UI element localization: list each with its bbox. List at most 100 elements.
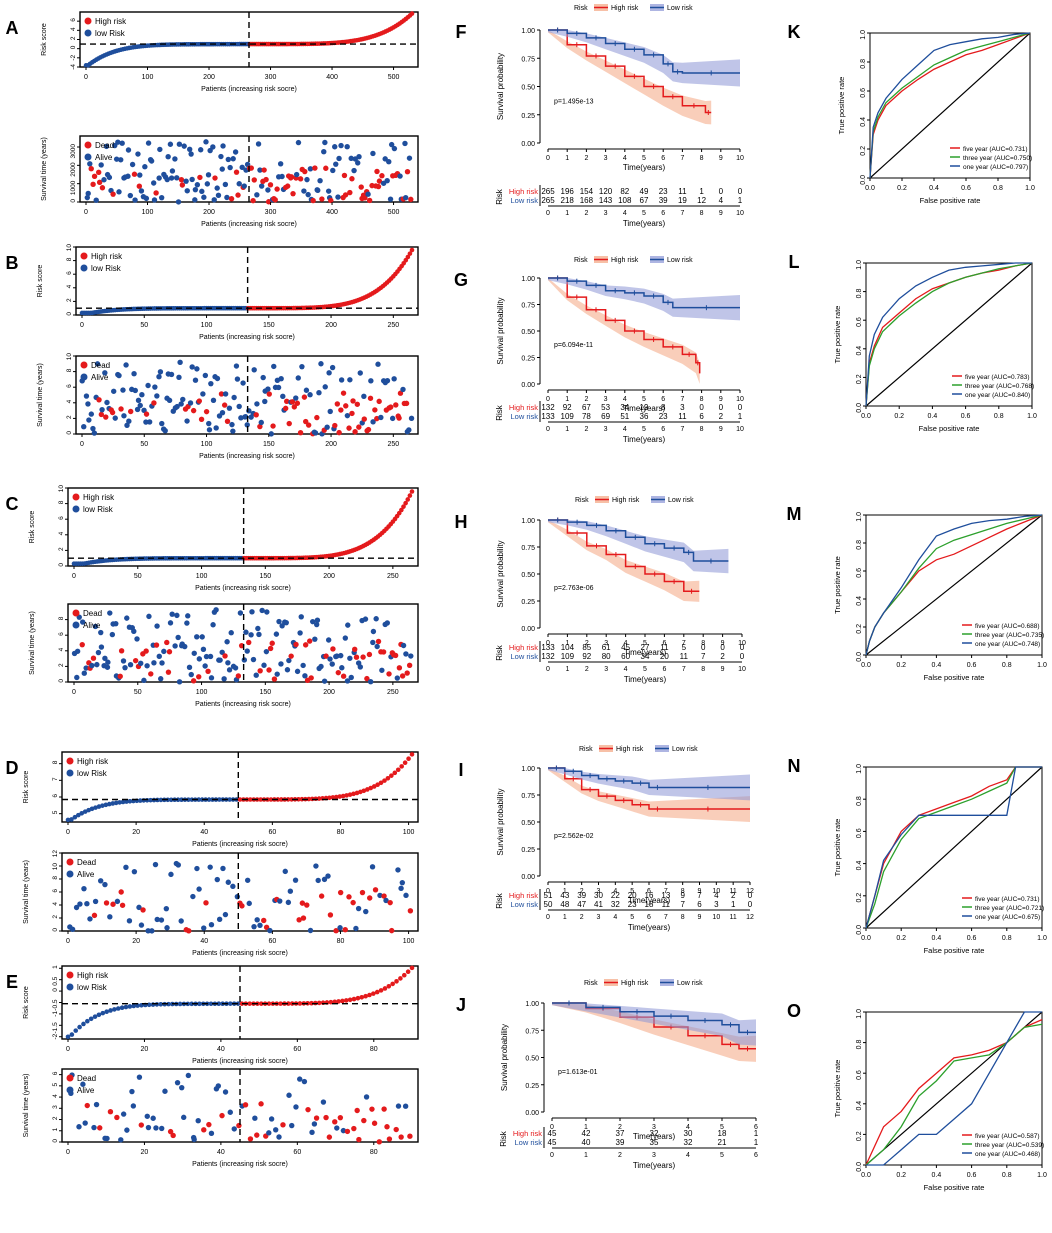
- survival-point: [301, 394, 308, 400]
- survival-point: [152, 384, 158, 390]
- y-tick-label: 5: [52, 1082, 59, 1086]
- survival-point: [73, 904, 80, 911]
- table-low-value: 7: [680, 900, 685, 909]
- survival-point: [312, 165, 318, 171]
- y-axis-label: Risk score: [37, 265, 44, 298]
- risk-point: [285, 797, 291, 802]
- x-tick-label: 1.0: [1027, 413, 1037, 420]
- survival-point: [202, 663, 208, 669]
- y-tick-label: -1: [52, 1011, 59, 1017]
- risk-point: [266, 1001, 272, 1006]
- diagonal-line: [869, 32, 1031, 179]
- y-tick-label: 2: [66, 415, 73, 419]
- table-high-value: 30: [594, 891, 603, 900]
- y-tick-label: 0: [70, 199, 77, 203]
- survival-point: [179, 182, 186, 188]
- survival-point: [332, 144, 338, 150]
- risk-point: [278, 1001, 283, 1006]
- survival-point: [229, 421, 235, 428]
- survival-point: [343, 403, 349, 409]
- survival-point: [210, 144, 216, 150]
- roc-line: [865, 262, 1032, 407]
- table-high-value: 19: [640, 403, 649, 412]
- risk-point: [131, 1003, 137, 1009]
- risk-point: [104, 1009, 109, 1015]
- x-tick-label: 6: [661, 155, 665, 162]
- survival-point: [236, 181, 242, 187]
- survival-point: [91, 1124, 97, 1131]
- survival-point: [283, 398, 290, 405]
- survival-point: [391, 145, 398, 152]
- x-tick-label: 5: [630, 888, 634, 895]
- risk-point: [239, 1001, 245, 1006]
- survival-point: [131, 868, 138, 875]
- survival-point: [326, 1134, 333, 1140]
- risk-point: [368, 785, 374, 791]
- y-tick-label: 0.2: [856, 374, 863, 384]
- table-x-tick: 9: [698, 914, 702, 921]
- survival-point: [178, 176, 185, 183]
- survival-point: [129, 1088, 135, 1095]
- y-tick-label: 4: [52, 902, 59, 906]
- risk-point: [268, 797, 274, 802]
- survival-point: [167, 1128, 174, 1135]
- survival-point: [115, 139, 121, 145]
- x-tick-label: 80: [370, 1046, 378, 1053]
- survival-point: [156, 653, 162, 660]
- survival-point: [184, 418, 190, 424]
- table-x-tick: 4: [613, 914, 617, 921]
- survival-point: [261, 917, 267, 924]
- survival-point: [291, 404, 298, 410]
- survival-point: [344, 143, 350, 150]
- survival-point: [384, 377, 391, 384]
- survival-point: [293, 1104, 299, 1110]
- x-tick-label: 6: [647, 888, 651, 895]
- table-x-tick: 2: [584, 210, 588, 217]
- x-tick-label: 0.4: [932, 1172, 942, 1179]
- legend-dead-marker: [80, 361, 88, 369]
- survival-point: [114, 1114, 120, 1121]
- risk-point: [216, 1001, 222, 1007]
- x-tick-label: 0: [80, 322, 84, 329]
- legend-high-marker: [84, 17, 92, 25]
- risk-point: [340, 793, 346, 799]
- x-tick-label: 10: [736, 155, 744, 162]
- panel-l: L 0.00.0 0.2 0.2 0.4 0.4 0.6 0.6 0.8 0.8 1.0 1.0 Tru…: [789, 252, 1037, 433]
- survival-point: [342, 635, 349, 641]
- y-tick-label: 0: [58, 679, 65, 683]
- risk-point: [409, 965, 415, 971]
- survival-point: [142, 164, 148, 170]
- survival-point: [302, 642, 309, 648]
- survival-point: [88, 166, 94, 172]
- survival-point: [203, 653, 210, 660]
- risk-point: [371, 784, 377, 789]
- table-low-value: 11: [678, 412, 687, 421]
- y-tick-label: 0.0: [856, 1162, 863, 1172]
- risk-point: [247, 1001, 252, 1006]
- survival-point: [184, 188, 190, 194]
- survival-point: [85, 190, 91, 197]
- risk-score-frame: [61, 751, 419, 823]
- table-low-value: 23: [628, 900, 637, 909]
- survival-point: [83, 393, 90, 399]
- y-tick-label: 0.25: [521, 113, 535, 120]
- table-high-value: 196: [561, 187, 575, 196]
- survival-point: [381, 1106, 387, 1112]
- survival-point: [286, 420, 292, 427]
- y-tick-label: 0.6: [856, 1070, 863, 1080]
- survival-point: [306, 638, 313, 644]
- survival-point: [348, 155, 354, 162]
- x-tick-label: 4: [613, 888, 617, 895]
- table-high-value: 85: [582, 643, 591, 652]
- legend-dead-label: Dead: [77, 858, 96, 867]
- survival-point: [375, 361, 381, 367]
- x-tick-label: 60: [293, 1046, 301, 1053]
- risk-point: [402, 760, 408, 766]
- survival-point: [172, 156, 178, 162]
- x-tick-label: 1: [565, 155, 569, 162]
- risk-point: [394, 979, 399, 984]
- survival-point: [84, 900, 90, 907]
- survival-point: [176, 679, 183, 685]
- survival-point: [132, 197, 138, 203]
- table-x-tick: 10: [712, 914, 720, 921]
